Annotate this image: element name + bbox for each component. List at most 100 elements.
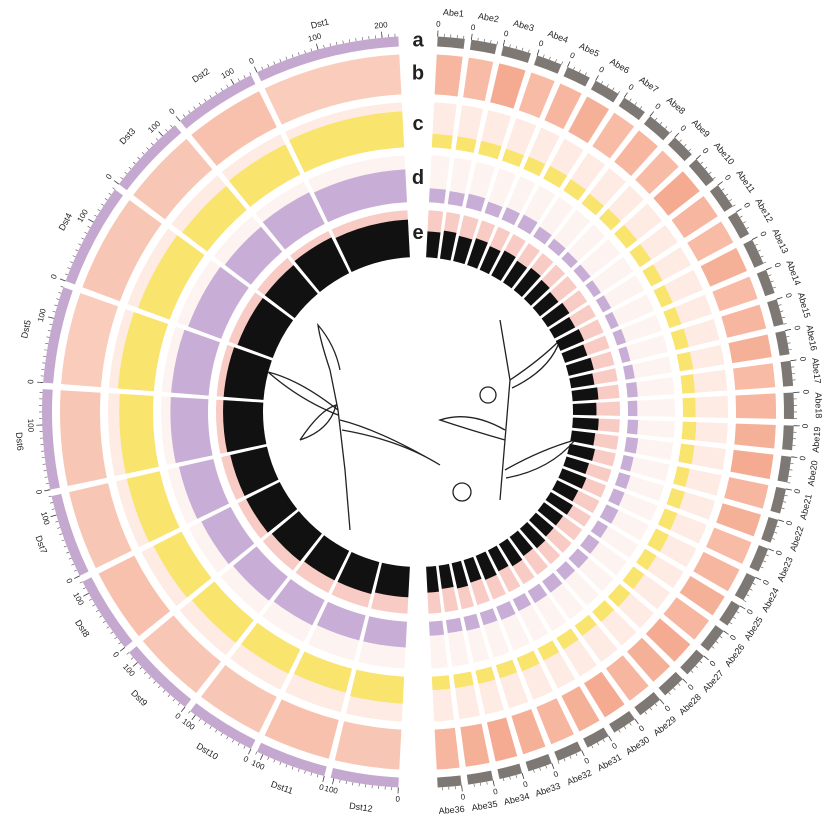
major-tick — [44, 489, 51, 492]
chromosome — [41, 389, 60, 490]
minor-tick — [291, 766, 294, 770]
minor-tick — [120, 176, 124, 180]
histogram-bar — [666, 488, 685, 509]
heatmap-cell — [635, 150, 679, 195]
histogram-bar — [479, 246, 501, 275]
heatmap-cell — [434, 54, 463, 97]
track-background — [264, 699, 339, 759]
heatmap-cell — [544, 83, 582, 130]
track-background — [712, 276, 758, 312]
minor-tick — [215, 91, 218, 95]
chromosome — [118, 125, 182, 191]
histogram-bar — [569, 373, 595, 389]
chromosome — [658, 671, 683, 696]
minor-tick — [226, 736, 229, 740]
histogram-bar — [304, 535, 350, 581]
major-tick — [703, 655, 709, 661]
minor-tick — [336, 41, 338, 45]
histogram-bar — [636, 548, 657, 571]
histogram-bar — [607, 584, 631, 607]
minor-tick — [690, 670, 694, 673]
tick-label: 0 — [723, 173, 733, 182]
minor-tick — [573, 66, 575, 70]
histogram-bar — [431, 675, 451, 691]
histogram-bar — [663, 307, 682, 329]
minor-tick — [342, 40, 344, 44]
track-background — [585, 256, 634, 298]
major-tick — [47, 316, 54, 319]
minor-tick — [677, 683, 681, 686]
histogram-bar — [294, 237, 350, 293]
chromosome-label: Abe11 — [734, 168, 757, 194]
major-tick — [322, 776, 325, 783]
minor-tick — [82, 587, 86, 590]
minor-tick — [345, 781, 347, 785]
major-tick — [776, 297, 783, 300]
track-label: c — [412, 113, 423, 135]
tick-label: 0 — [663, 703, 673, 713]
heatmap-cell — [334, 721, 402, 770]
histogram-bar — [647, 528, 669, 552]
chromosome-label: Abe19 — [811, 426, 823, 453]
minor-tick — [209, 726, 212, 729]
chromosome — [554, 741, 582, 761]
minor-tick — [165, 129, 168, 132]
chromosome-label: Abe9 — [690, 117, 712, 139]
histogram-bar — [335, 219, 410, 272]
histogram-bar — [501, 148, 524, 168]
histogram-bar — [614, 472, 631, 490]
track-background — [687, 221, 734, 262]
histogram-bar — [561, 344, 588, 363]
heatmap-cell — [645, 618, 691, 662]
histogram-bar — [547, 238, 566, 257]
minor-tick — [137, 156, 140, 160]
minor-tick — [304, 770, 306, 774]
histogram-bar — [479, 608, 498, 626]
histogram-bar — [463, 613, 481, 631]
histogram-bar — [592, 600, 615, 622]
histogram-bar — [527, 583, 548, 604]
minor-tick — [528, 49, 530, 53]
histogram-bar — [622, 566, 645, 590]
histogram-bar — [572, 417, 599, 431]
heatmap-cell — [463, 57, 494, 102]
chromosome-label: Abe2 — [477, 11, 499, 25]
minor-tick — [112, 187, 116, 190]
minor-tick — [784, 494, 788, 497]
heatmap-cell — [60, 390, 107, 486]
chromosome — [767, 299, 784, 327]
tick-label: 0 — [708, 659, 718, 669]
histogram-bar — [495, 659, 518, 679]
chromosome — [256, 742, 327, 777]
tick-label: 0 — [784, 292, 794, 299]
tick-label: 100 — [324, 784, 340, 796]
minor-tick — [729, 199, 732, 202]
minor-tick — [58, 292, 62, 294]
tick-label: 0 — [597, 65, 606, 75]
histogram-bar — [316, 601, 366, 641]
heatmap-cell — [142, 615, 221, 693]
minor-tick — [155, 138, 159, 141]
minor-tick — [606, 84, 609, 88]
minor-tick — [167, 694, 171, 697]
chromosome — [643, 116, 670, 141]
major-tick — [785, 488, 793, 491]
chromosome-label: Abe27 — [701, 668, 726, 694]
minor-tick — [177, 702, 181, 706]
tick-label: 0 — [801, 389, 810, 394]
heatmap-cell — [264, 699, 339, 759]
track-label: e — [412, 222, 423, 244]
chromosome-label: Abe12 — [753, 197, 775, 225]
minor-tick — [639, 106, 643, 109]
track-background — [98, 555, 171, 637]
major-tick — [158, 131, 163, 137]
minor-tick — [220, 88, 223, 91]
heatmap-cell — [687, 221, 734, 262]
chromosome — [777, 455, 792, 483]
histogram-bar — [501, 207, 520, 226]
histogram-bar — [293, 651, 352, 693]
minor-tick — [146, 147, 149, 150]
track-background — [434, 54, 463, 97]
tick-label: 0 — [784, 519, 794, 526]
chromosome — [780, 360, 794, 387]
